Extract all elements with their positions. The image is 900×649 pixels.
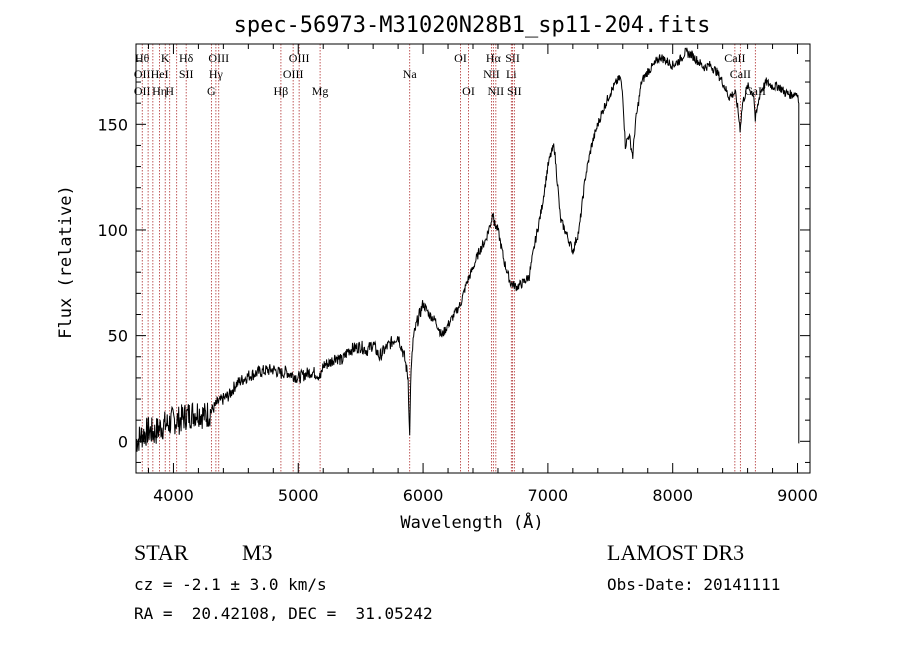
- line-label: CaII: [724, 51, 745, 65]
- line-label: Na: [403, 67, 418, 81]
- x-tick-label: 6000: [403, 486, 444, 505]
- line-label: Hδ: [179, 51, 194, 65]
- line-label: NII: [488, 84, 505, 98]
- chart-title: spec-56973-M31020N28B1_sp11-204.fits: [234, 13, 711, 38]
- line-label: H: [165, 84, 174, 98]
- y-tick-label: 100: [97, 221, 128, 240]
- line-label: OIII: [208, 51, 229, 65]
- line-label: Li: [506, 67, 517, 81]
- line-label: Hη: [152, 84, 167, 98]
- line-label: Mg: [312, 84, 329, 98]
- y-tick-label: 150: [97, 115, 128, 134]
- line-label: OI: [462, 84, 475, 98]
- observation-date: Obs-Date: 20141111: [607, 575, 781, 594]
- object-class: STAR: [134, 540, 189, 565]
- line-label: CaII: [745, 84, 766, 98]
- line-label: Hα: [486, 51, 502, 65]
- line-label: SII: [179, 67, 194, 81]
- plot-frame: [135, 43, 811, 474]
- redshift-readout: cz = -2.1 ± 3.0 km/s: [134, 575, 327, 594]
- x-axis-label: Wavelength (Å): [400, 511, 543, 533]
- line-label: NII: [483, 67, 500, 81]
- line-label: HeI: [151, 67, 169, 81]
- coordinates-readout: RA = 20.42108, DEC = 31.05242: [134, 604, 433, 623]
- line-label: OI: [454, 51, 467, 65]
- line-label: OIII: [289, 51, 310, 65]
- line-label: OIII: [283, 67, 304, 81]
- spectrum-line: [135, 47, 800, 452]
- line-label: OII: [134, 67, 151, 81]
- line-label: Hγ: [209, 67, 224, 81]
- line-label: Hβ: [274, 84, 289, 98]
- line-label: G: [207, 84, 216, 98]
- survey-label: LAMOST DR3: [607, 540, 745, 565]
- line-label: SII: [507, 84, 522, 98]
- x-tick-label: 5000: [278, 486, 319, 505]
- x-tick-label: 8000: [652, 486, 693, 505]
- y-axis-label: Flux (relative): [56, 185, 76, 339]
- line-label: CaII: [730, 67, 751, 81]
- line-label: Hθ: [135, 51, 150, 65]
- line-label: OII: [134, 84, 151, 98]
- x-tick-label: 9000: [777, 486, 818, 505]
- y-tick-label: 0: [118, 432, 128, 451]
- x-tick-label: 4000: [153, 486, 194, 505]
- x-tick-label: 7000: [528, 486, 569, 505]
- y-tick-label: 50: [108, 327, 128, 346]
- object-subclass: M3: [242, 540, 273, 565]
- line-label: K: [161, 51, 170, 65]
- line-label: SII: [505, 51, 520, 65]
